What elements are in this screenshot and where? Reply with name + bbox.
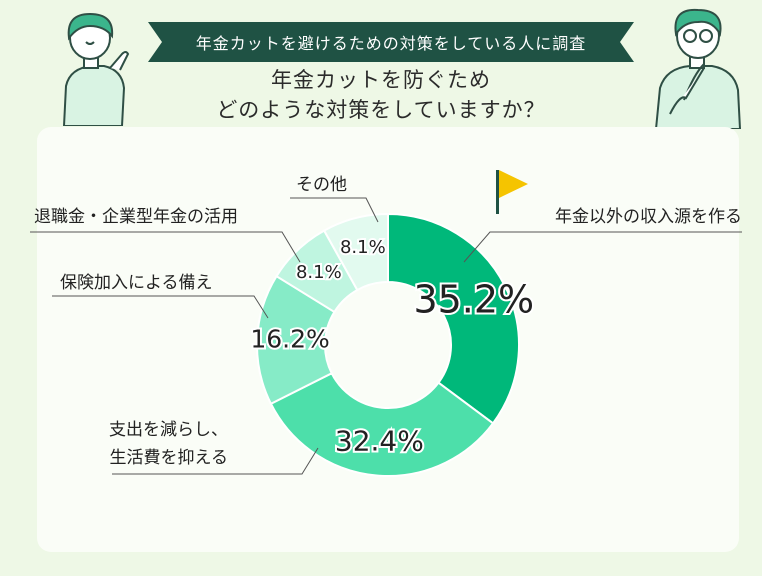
chart-card: [37, 127, 739, 552]
category-label: 年金以外の収入源を作る: [555, 207, 742, 227]
category-label: 保険加入による備え: [60, 273, 213, 293]
leader-line: [52, 295, 269, 319]
data-label: 35.2%: [413, 277, 534, 321]
flag-icon: [496, 170, 528, 214]
survey-banner: 年金カットを避けるための対策をしている人に調査: [148, 22, 634, 62]
flag-cloth: [499, 170, 528, 198]
banner-ribbon: [148, 22, 634, 62]
leader-line: [30, 231, 301, 263]
data-label: 8.1%: [296, 262, 342, 283]
category-label: 生活費を抑える: [110, 448, 229, 468]
data-label: 16.2%: [250, 325, 329, 354]
data-label: 32.4%: [335, 425, 424, 458]
page-title-line2: どのような対策をしていますか？: [216, 98, 546, 122]
leader-line: [463, 231, 742, 263]
page-title-line1: 年金カットを防ぐため: [271, 68, 491, 92]
leader-line: [112, 447, 319, 475]
category-label: 支出を減らし、: [109, 420, 228, 440]
pie-slice: [269, 371, 495, 477]
pie-slice: [322, 212, 389, 292]
woman-pointing-illustration: [62, 12, 130, 126]
banner-text: 年金カットを避けるための対策をしている人に調査: [195, 34, 587, 53]
data-label: 8.1%: [340, 237, 386, 258]
pie-slice: [387, 212, 520, 425]
man-thinking-illustration: [654, 8, 742, 129]
category-label: その他: [296, 175, 347, 195]
flag-pole: [496, 170, 499, 214]
category-label: 退職金・企業型年金の活用: [34, 207, 238, 227]
leader-line: [290, 197, 379, 223]
